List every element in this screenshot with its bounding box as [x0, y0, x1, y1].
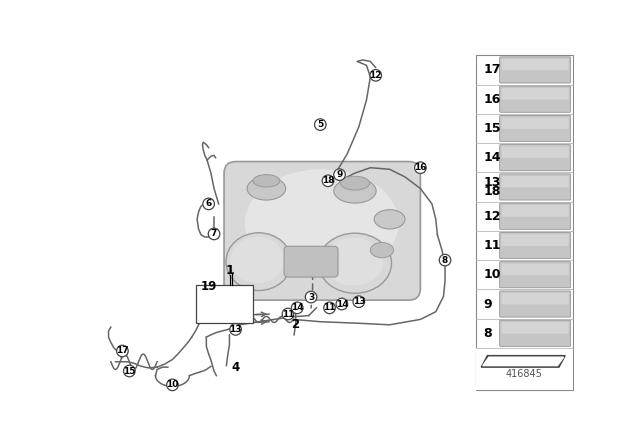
Text: 17: 17	[116, 346, 129, 355]
Ellipse shape	[374, 210, 405, 229]
FancyBboxPatch shape	[502, 205, 568, 217]
Text: 16: 16	[484, 93, 501, 106]
FancyBboxPatch shape	[476, 348, 573, 390]
FancyBboxPatch shape	[500, 291, 570, 317]
Text: 12: 12	[484, 210, 501, 223]
FancyBboxPatch shape	[500, 233, 570, 258]
Polygon shape	[483, 357, 564, 366]
Ellipse shape	[334, 178, 376, 203]
FancyBboxPatch shape	[502, 146, 568, 158]
Circle shape	[291, 302, 303, 314]
Circle shape	[314, 119, 326, 130]
Text: 7: 7	[211, 229, 217, 238]
FancyBboxPatch shape	[500, 116, 570, 142]
Ellipse shape	[340, 176, 369, 190]
Circle shape	[305, 291, 317, 303]
FancyBboxPatch shape	[502, 88, 568, 99]
FancyBboxPatch shape	[500, 174, 570, 200]
FancyBboxPatch shape	[224, 162, 420, 300]
Ellipse shape	[247, 177, 285, 200]
Text: 11: 11	[484, 239, 501, 252]
Text: 17: 17	[484, 64, 501, 77]
Ellipse shape	[318, 233, 392, 293]
FancyBboxPatch shape	[500, 320, 570, 346]
Text: 9: 9	[337, 170, 343, 179]
FancyBboxPatch shape	[502, 322, 568, 334]
Text: 416845: 416845	[506, 369, 543, 379]
FancyBboxPatch shape	[500, 57, 570, 83]
Circle shape	[124, 365, 135, 377]
Text: 13: 13	[353, 297, 365, 306]
FancyBboxPatch shape	[500, 262, 570, 288]
Circle shape	[336, 298, 348, 310]
Circle shape	[370, 69, 381, 81]
Text: 16: 16	[414, 163, 427, 172]
Circle shape	[334, 169, 346, 181]
Text: 3: 3	[308, 293, 314, 302]
FancyBboxPatch shape	[196, 285, 253, 323]
FancyBboxPatch shape	[476, 55, 573, 390]
Text: 15: 15	[484, 122, 501, 135]
Ellipse shape	[230, 237, 284, 283]
Text: 13: 13	[484, 176, 501, 189]
FancyBboxPatch shape	[502, 234, 568, 246]
Circle shape	[415, 162, 426, 173]
Circle shape	[208, 228, 220, 240]
Text: 13: 13	[229, 325, 242, 334]
Circle shape	[230, 323, 241, 335]
Text: 5: 5	[317, 120, 323, 129]
Circle shape	[439, 254, 451, 266]
Text: 15: 15	[123, 366, 136, 375]
Text: 11: 11	[282, 310, 294, 319]
FancyBboxPatch shape	[502, 263, 568, 275]
Text: 8: 8	[484, 327, 492, 340]
Polygon shape	[481, 356, 565, 367]
Text: 2: 2	[292, 318, 300, 332]
Text: 14: 14	[291, 303, 303, 312]
Ellipse shape	[253, 175, 280, 187]
Text: 19: 19	[200, 280, 217, 293]
Circle shape	[353, 296, 365, 307]
Text: 10: 10	[484, 268, 501, 281]
Circle shape	[322, 175, 334, 186]
Circle shape	[166, 379, 178, 391]
Text: 8: 8	[442, 256, 448, 265]
Text: 4: 4	[232, 362, 240, 375]
Circle shape	[324, 302, 335, 314]
Text: 10: 10	[166, 380, 179, 389]
FancyBboxPatch shape	[502, 59, 568, 70]
Ellipse shape	[226, 233, 291, 291]
Circle shape	[203, 198, 214, 210]
Text: 11: 11	[323, 303, 336, 312]
FancyBboxPatch shape	[500, 203, 570, 229]
Ellipse shape	[371, 242, 394, 258]
Ellipse shape	[245, 169, 399, 277]
FancyBboxPatch shape	[502, 176, 568, 187]
Circle shape	[282, 308, 294, 320]
Text: 14: 14	[335, 300, 348, 309]
Text: 9: 9	[484, 297, 492, 310]
Text: 12: 12	[369, 71, 382, 80]
Text: 6: 6	[205, 199, 212, 208]
Circle shape	[116, 345, 128, 357]
Text: 18: 18	[484, 185, 501, 198]
FancyBboxPatch shape	[500, 145, 570, 171]
Text: 18: 18	[322, 177, 334, 185]
Text: 14: 14	[484, 151, 501, 164]
FancyBboxPatch shape	[502, 293, 568, 304]
FancyBboxPatch shape	[502, 117, 568, 129]
FancyBboxPatch shape	[500, 86, 570, 112]
FancyBboxPatch shape	[284, 246, 338, 277]
Text: 1: 1	[226, 264, 235, 277]
Ellipse shape	[323, 238, 383, 285]
